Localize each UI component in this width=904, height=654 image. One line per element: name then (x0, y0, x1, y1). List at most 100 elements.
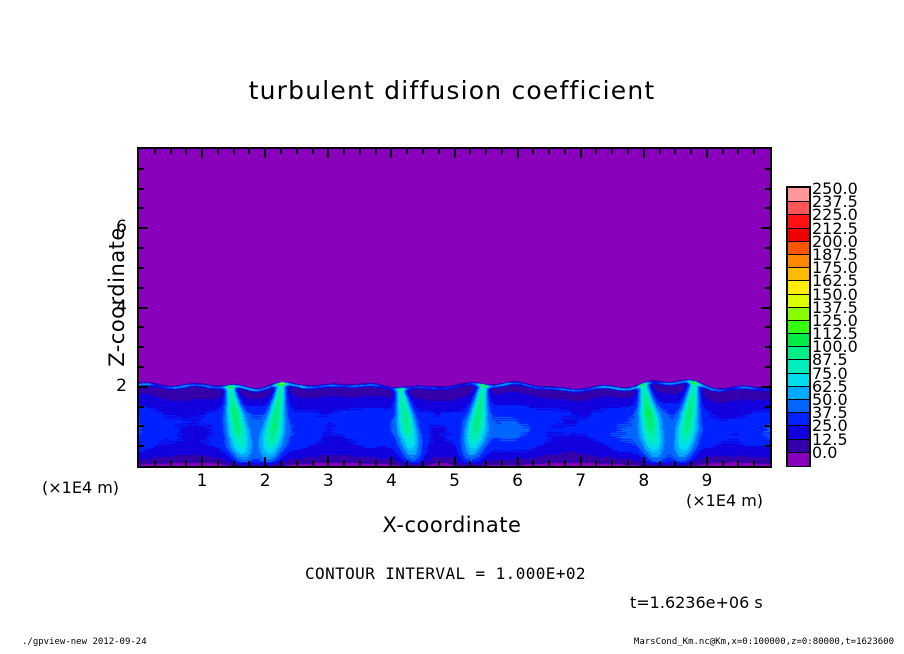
y-ticklabel: 2 (116, 375, 127, 396)
y-minor-tick-right (765, 425, 772, 428)
x-minor-tick-top (406, 147, 409, 154)
colorbar-ticklabel: 250.0 (812, 179, 858, 198)
x-minor-tick-top (548, 147, 551, 154)
x-minor-tick-top (532, 147, 535, 154)
colorbar-divider (788, 399, 809, 401)
colorbar-ticklabel: 100.0 (812, 337, 858, 357)
colorbar-divider (788, 451, 809, 453)
x-minor-tick-top (485, 147, 488, 154)
colorbar-ticklabel: 112.5 (812, 324, 858, 344)
x-minor-tick-top (737, 147, 740, 154)
colorbar-ticklabel: 187.5 (812, 244, 858, 264)
x-major-tick (390, 457, 393, 468)
x-minor-tick (627, 461, 630, 468)
colorbar-divider (788, 280, 809, 282)
colorbar-divider (788, 359, 809, 361)
colorbar-swatch (788, 293, 809, 308)
x-minor-tick-top (295, 147, 298, 154)
x-minor-tick (374, 461, 377, 468)
footer-right: MarsCond_Km.nc@Km,x=0:100000,z=0:80000,t… (633, 637, 894, 647)
colorbar-ticklabel: 175.0 (812, 258, 858, 278)
x-minor-tick-top (185, 147, 188, 154)
x-ticklabel: 5 (449, 471, 460, 491)
x-minor-tick-top (500, 147, 503, 154)
x-minor-tick-top (611, 147, 614, 154)
x-major-tick (705, 457, 708, 468)
colorbar-divider (788, 293, 809, 295)
x-minor-tick-top (595, 147, 598, 154)
y-major-tick-right (761, 306, 772, 309)
y-major-tick-right (761, 385, 772, 388)
x-major-tick (579, 457, 582, 468)
y-minor-tick-right (765, 286, 772, 289)
colorbar-divider (788, 306, 809, 308)
x-major-tick (327, 457, 330, 468)
y-minor-tick-right (765, 405, 772, 408)
x-major-tick-top (642, 147, 645, 158)
colorbar-swatch (788, 253, 809, 268)
y-major-tick (137, 385, 148, 388)
x-axis-title: X-coordinate (382, 513, 522, 537)
colorbar-ticklabel: 200.0 (812, 231, 858, 251)
y-minor-tick (137, 326, 144, 329)
plot-area: 1 2 3 4 5 6 7 8 9 2 4 6 Z-coordinate (105, 147, 772, 491)
x-minor-tick-top (421, 147, 424, 154)
y-minor-tick (137, 266, 144, 269)
colorbar (786, 186, 811, 467)
colorbar-divider (788, 253, 809, 255)
x-minor-tick (737, 461, 740, 468)
y-minor-tick (137, 365, 144, 368)
colorbar-swatch (788, 399, 809, 413)
x-major-tick-top (390, 147, 393, 158)
colorbar-swatch (788, 333, 809, 347)
x-minor-tick-top (627, 147, 630, 154)
colorbar-swatch (788, 280, 809, 295)
x-minor-tick-top (153, 147, 156, 154)
x-minor-tick-top (563, 147, 566, 154)
colorbar-ticklabel: 0.0 (812, 442, 838, 462)
x-minor-tick (753, 461, 756, 468)
y-minor-tick-right (765, 365, 772, 368)
time-caption: t=1.6236e+06 s (630, 593, 763, 612)
x-minor-tick-top (279, 147, 282, 154)
footer-left: ./gpview-new 2012-09-24 (22, 637, 147, 647)
colorbar-divider (788, 240, 809, 242)
x-major-tick-top (201, 147, 204, 158)
x-minor-tick (595, 461, 598, 468)
x-minor-tick-top (753, 147, 756, 154)
x-minor-tick (311, 461, 314, 468)
y-minor-tick (137, 167, 144, 170)
y-minor-tick-right (765, 266, 772, 269)
colorbar-ticklabel: 237.5 (812, 192, 858, 212)
colorbar-divider (788, 319, 809, 321)
colorbar-divider (788, 425, 809, 427)
x-major-tick-top (453, 147, 456, 158)
colorbar-ticklabel: 37.5 (812, 403, 848, 423)
x-ticklabel: 3 (322, 471, 334, 491)
x-minor-tick (485, 461, 488, 468)
y-axis-title: Z-coordinate (105, 227, 129, 367)
x-major-tick-top (516, 147, 519, 158)
x-minor-tick-top (469, 147, 472, 154)
colorbar-divider (788, 385, 809, 387)
y-minor-tick (137, 405, 144, 408)
y-minor-tick-right (765, 346, 772, 349)
plot-frame (137, 147, 772, 468)
x-minor-tick (232, 461, 235, 468)
y-ticklabel: 6 (116, 217, 127, 238)
x-ticklabel: 4 (385, 471, 397, 491)
x-minor-tick-top (690, 147, 693, 154)
x-minor-tick (185, 461, 188, 468)
y-minor-tick (137, 286, 144, 289)
colorbar-swatch (788, 319, 809, 334)
colorbar-ticklabel: 87.5 (812, 350, 848, 370)
y-minor-tick (137, 425, 144, 428)
y-major-tick (137, 306, 148, 309)
x-ticklabel: 9 (701, 471, 713, 491)
y-ticklabel: 4 (116, 296, 127, 317)
colorbar-divider (788, 333, 809, 335)
x-minor-tick (500, 461, 503, 468)
x-minor-tick-top (721, 147, 724, 154)
x-major-tick (642, 457, 645, 468)
